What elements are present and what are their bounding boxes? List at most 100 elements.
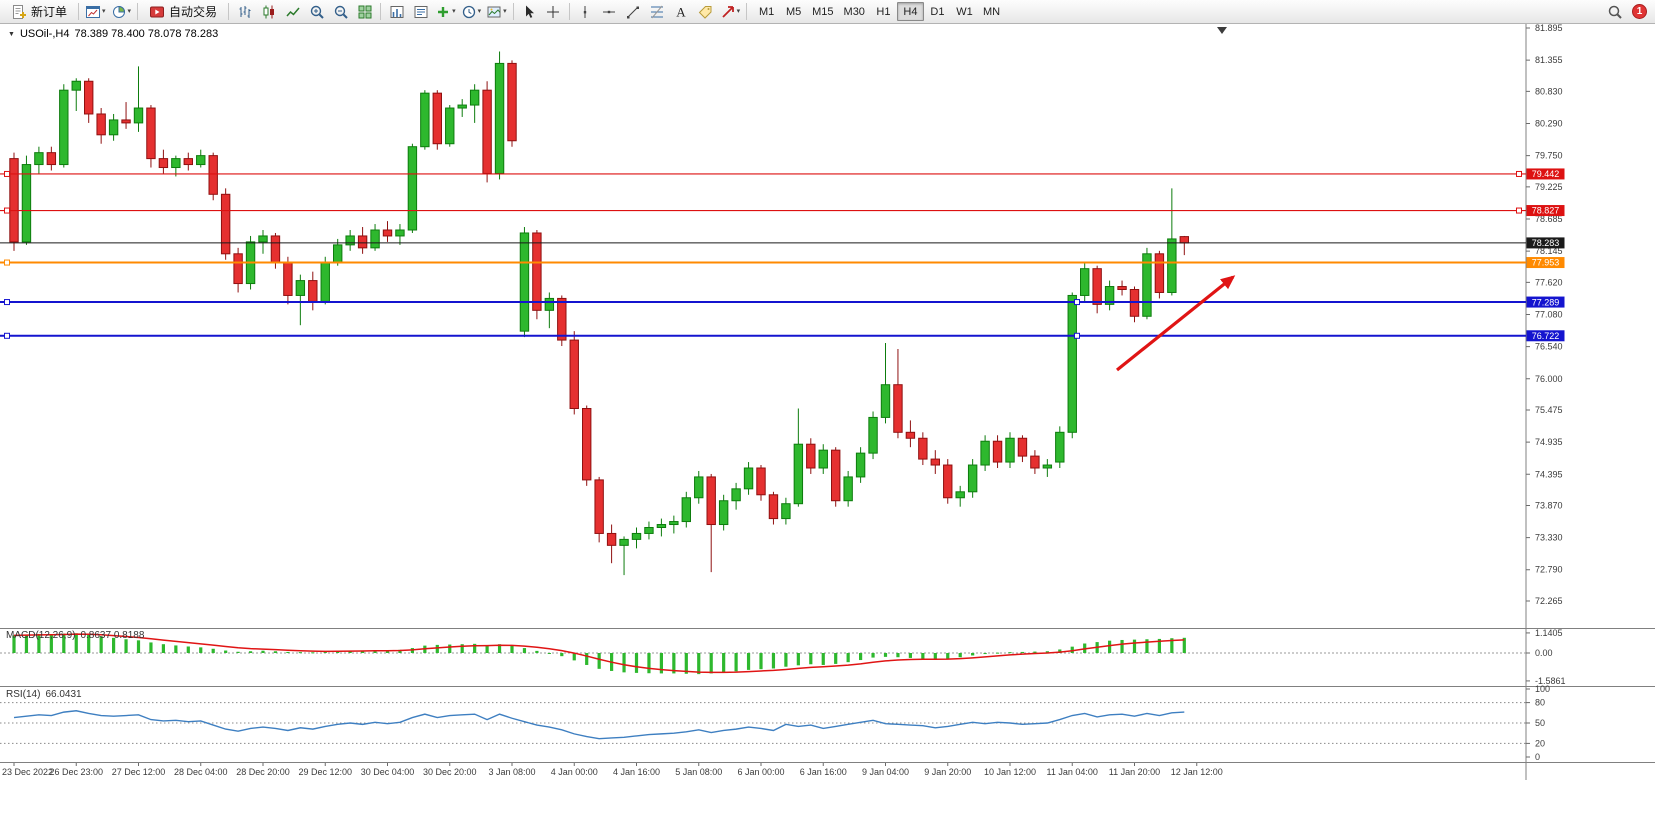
horizontal-lines[interactable]: 79.442 78.827 78.283 77.953 77.289 76.722 bbox=[0, 168, 1565, 342]
fibonacci-icon bbox=[651, 5, 664, 18]
arrows-button[interactable]: ▾ bbox=[718, 1, 743, 22]
tile-windows-icon bbox=[358, 5, 372, 18]
candlestick-chart-button[interactable] bbox=[257, 1, 280, 22]
toolbar-right: 1 bbox=[1603, 1, 1651, 22]
timeframe-d1-button[interactable]: D1 bbox=[924, 2, 951, 21]
chart-area[interactable]: 81.895 81.355 80.830 80.290 79.750 79.225 78.6… bbox=[0, 24, 1655, 826]
svg-text:3 Jan 08:00: 3 Jan 08:00 bbox=[488, 767, 535, 777]
svg-text:79.225: 79.225 bbox=[1535, 182, 1563, 192]
candlestick-icon bbox=[263, 5, 274, 18]
svg-text:78.145: 78.145 bbox=[1535, 246, 1563, 256]
timeframe-h4-button[interactable]: H4 bbox=[896, 2, 924, 21]
timeframe-m15-button[interactable]: M15 bbox=[807, 2, 838, 21]
svg-text:28 Dec 20:00: 28 Dec 20:00 bbox=[236, 767, 290, 777]
trend-arrow-annotation[interactable] bbox=[1115, 275, 1236, 372]
templates-button[interactable]: ▾ bbox=[484, 1, 509, 22]
toolbar-separator bbox=[568, 3, 570, 20]
line-handle[interactable] bbox=[1074, 332, 1080, 339]
macd-values: 0.8637 0.8188 bbox=[80, 630, 145, 641]
rsi-indicator-label: RSI(14) 66.0431 bbox=[6, 689, 82, 700]
toolbar-separator bbox=[380, 3, 382, 20]
svg-text:77.953: 77.953 bbox=[1532, 258, 1560, 268]
svg-text:78.283: 78.283 bbox=[1532, 238, 1560, 248]
new-chart-button[interactable]: ▾ bbox=[83, 1, 108, 22]
crosshair-button[interactable] bbox=[542, 1, 565, 22]
indicators-button[interactable]: ▾ bbox=[433, 1, 458, 22]
data-window-button[interactable] bbox=[385, 1, 408, 22]
svg-text:81.355: 81.355 bbox=[1535, 55, 1563, 65]
svg-text:77.620: 77.620 bbox=[1535, 277, 1563, 287]
svg-text:74.395: 74.395 bbox=[1535, 469, 1563, 479]
svg-text:80.830: 80.830 bbox=[1535, 86, 1563, 96]
zoom-in-icon bbox=[310, 5, 324, 19]
fibonacci-button[interactable] bbox=[646, 1, 669, 22]
timeframe-m1-button[interactable]: M1 bbox=[753, 2, 780, 21]
rsi-name: RSI(14) bbox=[6, 689, 41, 700]
timeframe-h1-button[interactable]: H1 bbox=[870, 2, 897, 21]
auto-trading-button[interactable]: 自动交易 bbox=[142, 1, 224, 22]
periods-button[interactable]: ▾ bbox=[459, 1, 484, 22]
chart-shift-marker-icon bbox=[1217, 27, 1227, 34]
svg-text:76.540: 76.540 bbox=[1535, 342, 1563, 352]
svg-text:73.870: 73.870 bbox=[1535, 500, 1563, 510]
new-order-icon bbox=[13, 4, 26, 19]
navigator-button[interactable] bbox=[409, 1, 432, 22]
line-handle[interactable] bbox=[1516, 207, 1522, 214]
zoom-out-button[interactable] bbox=[329, 1, 352, 22]
chart-symbol-label: USOil-,H4 bbox=[19, 28, 70, 40]
search-button[interactable] bbox=[1603, 1, 1626, 22]
svg-text:-1.5861: -1.5861 bbox=[1535, 676, 1566, 686]
tile-windows-button[interactable] bbox=[353, 1, 376, 22]
timeframe-w1-button[interactable]: W1 bbox=[951, 2, 978, 21]
price-label-box bbox=[1526, 168, 1565, 180]
svg-text:0.00: 0.00 bbox=[1535, 648, 1553, 658]
line-handle[interactable] bbox=[1516, 170, 1522, 177]
line-handle[interactable] bbox=[4, 207, 10, 214]
svg-text:77.289: 77.289 bbox=[1532, 297, 1560, 307]
svg-text:12 Jan 12:00: 12 Jan 12:00 bbox=[1171, 767, 1223, 777]
line-handle[interactable] bbox=[4, 332, 10, 339]
new-order-button[interactable]: 新订单 bbox=[4, 1, 74, 22]
toolbar-separator bbox=[512, 3, 514, 20]
timeframe-m30-button[interactable]: M30 bbox=[839, 2, 870, 21]
label-button[interactable] bbox=[694, 1, 717, 22]
line-handle[interactable] bbox=[4, 170, 10, 177]
trendline-button[interactable] bbox=[622, 1, 645, 22]
svg-text:6 Jan 16:00: 6 Jan 16:00 bbox=[800, 767, 847, 777]
line-handle[interactable] bbox=[4, 299, 10, 306]
trendline-icon bbox=[627, 6, 640, 18]
cursor-button[interactable] bbox=[518, 1, 541, 22]
timeframe-m5-button[interactable]: M5 bbox=[780, 2, 807, 21]
cursor-icon bbox=[526, 5, 535, 18]
line-handle[interactable] bbox=[1074, 299, 1080, 306]
vertical-line-button[interactable] bbox=[574, 1, 597, 22]
svg-text:75.475: 75.475 bbox=[1535, 405, 1563, 415]
profiles-button[interactable]: ▾ bbox=[109, 1, 134, 22]
timeframe-mn-button[interactable]: MN bbox=[978, 2, 1005, 21]
bar-chart-button[interactable] bbox=[233, 1, 256, 22]
text-button[interactable]: A bbox=[670, 1, 693, 22]
svg-text:72.265: 72.265 bbox=[1535, 596, 1563, 606]
navigator-icon bbox=[414, 5, 428, 18]
horizontal-line-button[interactable] bbox=[598, 1, 621, 22]
rsi-value: 66.0431 bbox=[45, 689, 82, 700]
svg-text:6 Jan 00:00: 6 Jan 00:00 bbox=[737, 767, 784, 777]
line-chart-button[interactable] bbox=[281, 1, 304, 22]
svg-text:100: 100 bbox=[1535, 684, 1550, 694]
toolbar-separator bbox=[228, 3, 230, 20]
price-axis[interactable]: 81.895 81.355 80.830 80.290 79.750 79.225 78.6… bbox=[1526, 24, 1563, 606]
svg-text:26 Dec 23:00: 26 Dec 23:00 bbox=[49, 767, 103, 777]
line-handle[interactable] bbox=[4, 259, 10, 266]
svg-text:81.895: 81.895 bbox=[1535, 24, 1563, 33]
chevron-down-icon: ▾ bbox=[102, 8, 106, 15]
svg-text:A: A bbox=[676, 4, 686, 19]
chevron-down-icon: ▾ bbox=[477, 8, 482, 15]
rsi-panel: 100 80 50 20 0 bbox=[0, 684, 1550, 762]
zoom-in-button[interactable] bbox=[305, 1, 328, 22]
price-label-box bbox=[1526, 237, 1565, 249]
notification-badge[interactable]: 1 bbox=[1632, 4, 1647, 19]
text-icon: A bbox=[676, 4, 686, 19]
one-click-trading-arrow-icon[interactable]: ▼ bbox=[8, 30, 15, 38]
